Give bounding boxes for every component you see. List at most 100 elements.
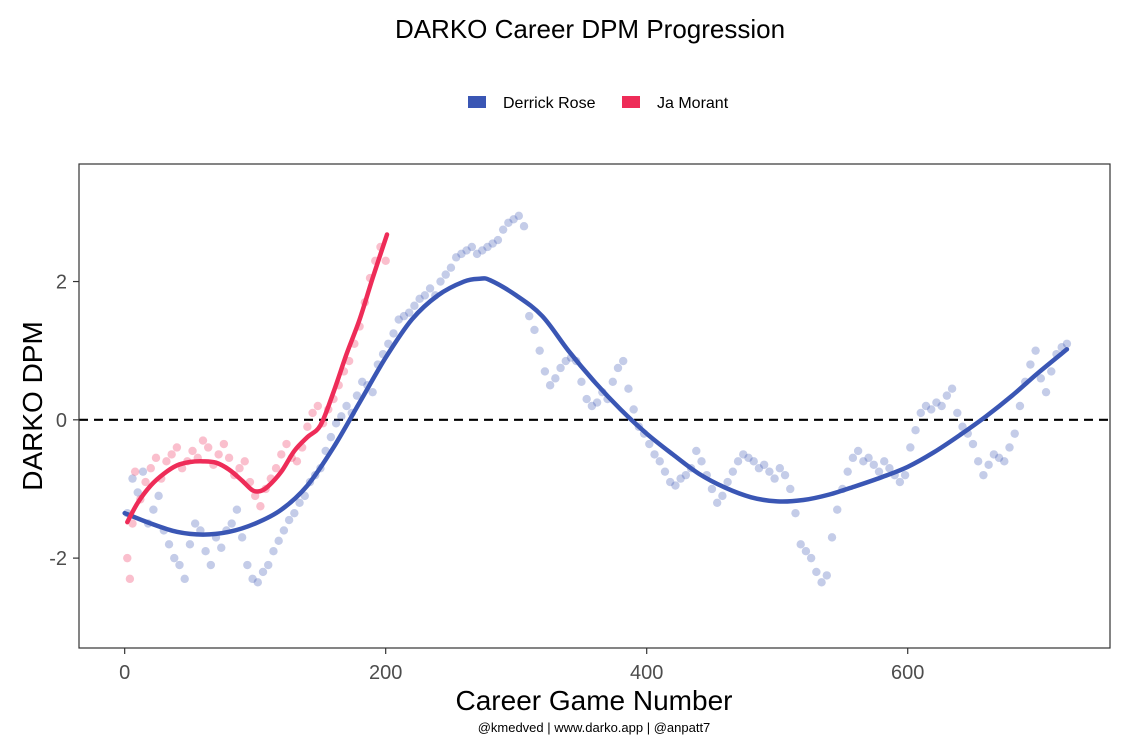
- data-point: [204, 443, 213, 452]
- x-tick-label: 400: [630, 662, 663, 684]
- data-point: [770, 474, 779, 483]
- data-point: [394, 315, 403, 324]
- data-point: [279, 526, 289, 535]
- data-point: [1062, 339, 1072, 348]
- data-point: [692, 446, 701, 456]
- data-point: [864, 453, 873, 463]
- data-point: [791, 508, 800, 518]
- data-point: [984, 460, 993, 469]
- data-point: [337, 412, 346, 421]
- data-point: [540, 367, 550, 376]
- data-point: [707, 484, 717, 494]
- data-point: [425, 284, 435, 293]
- data-point: [243, 560, 252, 570]
- data-point: [478, 246, 487, 255]
- data-point: [198, 436, 208, 445]
- data-point: [410, 301, 419, 310]
- data-point: [138, 467, 148, 476]
- data-point: [128, 474, 137, 483]
- data-point: [796, 540, 805, 549]
- x-axis-title: Career Game Number: [456, 685, 733, 716]
- data-point: [303, 422, 312, 431]
- data-point: [843, 467, 852, 476]
- data-point: [812, 567, 821, 577]
- data-point: [130, 467, 140, 476]
- data-point: [759, 460, 769, 469]
- data-point: [404, 308, 414, 317]
- data-point: [269, 547, 278, 556]
- x-tick-label: 0: [119, 662, 130, 684]
- x-tick-label: 200: [369, 662, 402, 684]
- data-point: [833, 505, 842, 514]
- data-point: [284, 515, 294, 525]
- data-point: [874, 467, 884, 476]
- data-point: [723, 477, 732, 487]
- data-point: [556, 363, 565, 373]
- y-axis-title: DARKO DPM: [17, 321, 48, 491]
- data-point: [146, 464, 155, 473]
- data-point: [587, 401, 597, 411]
- data-point: [248, 574, 257, 584]
- data-point: [728, 467, 738, 476]
- data-point: [514, 211, 524, 221]
- data-point: [608, 377, 617, 386]
- data-point: [827, 533, 837, 542]
- data-point: [900, 470, 910, 480]
- data-point: [308, 408, 317, 418]
- data-point: [472, 249, 482, 259]
- data-point: [1026, 360, 1035, 369]
- data-point: [906, 443, 915, 452]
- data-point: [561, 356, 570, 366]
- data-point: [175, 560, 184, 570]
- data-point: [979, 470, 988, 480]
- data-point: [712, 498, 722, 507]
- data-point: [786, 484, 795, 494]
- data-point: [619, 356, 628, 366]
- data-point: [420, 291, 430, 300]
- data-point: [352, 391, 362, 400]
- data-point: [749, 457, 758, 466]
- data-point: [180, 574, 189, 584]
- data-point: [399, 311, 409, 321]
- data-point: [190, 519, 200, 528]
- data-point: [271, 464, 281, 473]
- legend-swatch-derrick-rose: [468, 96, 486, 108]
- data-point: [483, 242, 492, 252]
- data-point: [942, 391, 952, 400]
- data-point: [451, 253, 461, 262]
- data-point: [509, 215, 518, 224]
- data-point: [525, 311, 534, 321]
- data-point: [384, 339, 393, 348]
- y-tick-label: 2: [56, 272, 67, 294]
- data-point: [498, 225, 508, 234]
- data-point: [859, 457, 868, 466]
- data-point: [577, 377, 586, 386]
- data-point: [994, 453, 1004, 463]
- data-point: [253, 578, 262, 587]
- data-point: [671, 481, 680, 490]
- data-point: [162, 457, 171, 466]
- data-point: [151, 453, 161, 463]
- series-derrick-rose-points: [123, 211, 1072, 587]
- data-point: [457, 249, 466, 259]
- data-point: [853, 446, 863, 456]
- data-point: [164, 540, 174, 549]
- data-point: [125, 574, 135, 584]
- data-point: [290, 508, 299, 518]
- data-point: [258, 567, 268, 577]
- data-point: [592, 398, 602, 407]
- data-point: [133, 488, 142, 497]
- x-tick-label: 600: [891, 662, 924, 684]
- data-point: [733, 457, 743, 466]
- data-point: [206, 560, 216, 570]
- data-point: [274, 536, 283, 546]
- data-point: [989, 450, 999, 459]
- data-point: [201, 547, 210, 556]
- data-point: [911, 426, 920, 435]
- data-point: [467, 242, 477, 252]
- data-point: [154, 491, 163, 501]
- data-point: [128, 519, 137, 528]
- data-point: [235, 464, 244, 473]
- data-point: [655, 457, 664, 466]
